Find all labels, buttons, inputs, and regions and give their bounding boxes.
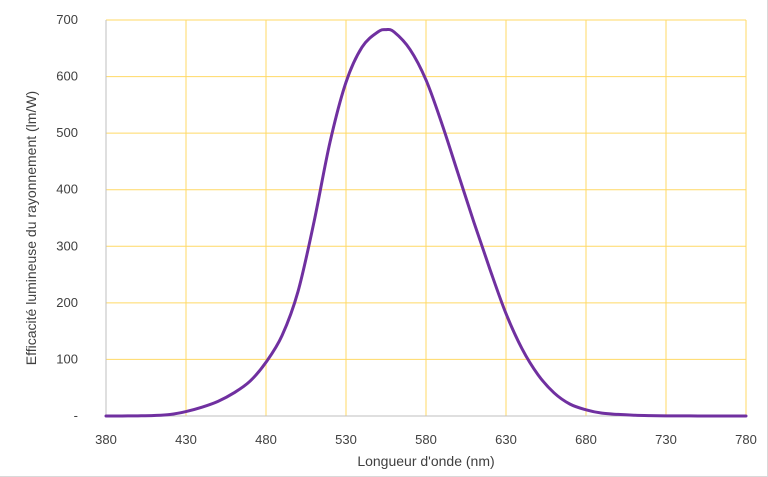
x-tick-label: 580 bbox=[415, 432, 437, 447]
x-tick-label: 630 bbox=[495, 432, 517, 447]
series-layer bbox=[104, 27, 748, 418]
x-tick-label: 380 bbox=[95, 432, 117, 447]
y-tick-label: - bbox=[74, 408, 78, 423]
y-tick-label: 200 bbox=[56, 295, 78, 310]
y-tick-label: 100 bbox=[56, 351, 78, 366]
x-tick-label: 480 bbox=[255, 432, 277, 447]
x-tick-label: 530 bbox=[335, 432, 357, 447]
y-tick-label: 300 bbox=[56, 238, 78, 253]
label-layer: 380 430 480 530 580 630 680 730 780 - 100 200 300 400… bbox=[56, 12, 757, 447]
x-tick-label: 430 bbox=[175, 432, 197, 447]
y-tick-label: 500 bbox=[56, 125, 78, 140]
y-axis-title: Efficacité lumineuse du rayonnement (lm/… bbox=[23, 91, 39, 365]
y-tick-label: 400 bbox=[56, 182, 78, 197]
x-tick-label: 680 bbox=[575, 432, 597, 447]
y-tick-label: 600 bbox=[56, 69, 78, 84]
x-axis-title: Longueur d'onde (nm) bbox=[357, 453, 494, 469]
y-tick-label: 700 bbox=[56, 12, 78, 27]
efficacy-curve-line bbox=[104, 27, 748, 418]
x-tick-label: 780 bbox=[735, 432, 757, 447]
x-tick-label: 730 bbox=[655, 432, 677, 447]
